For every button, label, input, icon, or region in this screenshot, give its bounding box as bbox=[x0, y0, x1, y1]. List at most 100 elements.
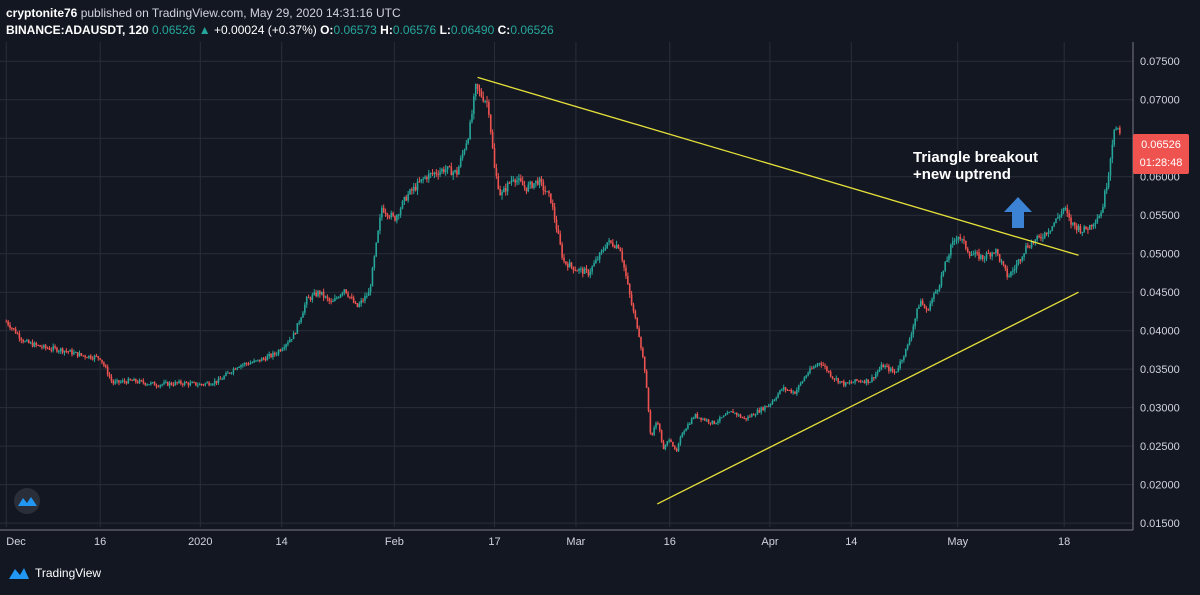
candle-body bbox=[572, 266, 575, 271]
candle-body bbox=[373, 256, 376, 268]
footer-brand[interactable]: TradingView bbox=[8, 564, 101, 582]
candle-body bbox=[854, 379, 856, 383]
candle-body bbox=[264, 358, 267, 361]
candle-body bbox=[78, 353, 81, 357]
candle-body bbox=[1034, 239, 1037, 243]
candle-body bbox=[461, 153, 464, 158]
symbol-label[interactable]: BINANCE:ADAUSDT, 120 bbox=[6, 23, 149, 37]
tv-logo-badge-icon bbox=[18, 497, 37, 506]
candle-body bbox=[441, 169, 443, 172]
up-arrow-icon bbox=[1004, 197, 1032, 228]
candle-body bbox=[683, 431, 685, 434]
candle-body bbox=[903, 356, 905, 360]
candle-body bbox=[95, 355, 98, 357]
candle-body bbox=[942, 270, 945, 276]
candle-body bbox=[452, 171, 454, 176]
candle-body bbox=[14, 328, 17, 334]
change-up-icon: ▲ bbox=[198, 23, 211, 37]
candle-body bbox=[405, 196, 408, 201]
candle-body bbox=[420, 179, 423, 182]
candle-body bbox=[542, 182, 545, 191]
candle-body bbox=[273, 352, 276, 355]
candle-body bbox=[58, 350, 60, 352]
candle-body bbox=[773, 399, 776, 402]
candle-body bbox=[929, 303, 931, 311]
candle-body bbox=[43, 345, 45, 348]
candle-body bbox=[289, 339, 291, 343]
candle-body bbox=[760, 407, 762, 413]
candle-body bbox=[1098, 216, 1100, 219]
candle-body bbox=[503, 188, 505, 193]
candle-body bbox=[129, 378, 132, 381]
candle-body bbox=[968, 252, 971, 256]
price-tick-label: 0.03500 bbox=[1140, 364, 1180, 376]
candle-body bbox=[1104, 190, 1106, 207]
time-axis[interactable]: Dec 16 2020 14 Feb 17 Mar 16 Apr 14 May 18 bbox=[0, 529, 1133, 548]
candle-body bbox=[294, 333, 297, 335]
candle-body bbox=[707, 419, 710, 423]
candle-body bbox=[987, 252, 990, 254]
candle-body bbox=[197, 385, 199, 387]
candle-body bbox=[880, 364, 883, 370]
candle-body bbox=[653, 427, 655, 435]
candle-body bbox=[50, 349, 53, 351]
candle-body bbox=[332, 301, 334, 303]
candle-body bbox=[963, 239, 965, 241]
candle-body bbox=[170, 382, 173, 385]
candle-body bbox=[720, 417, 723, 419]
candle-body bbox=[29, 342, 32, 344]
candle-body bbox=[73, 352, 75, 355]
candle-body bbox=[805, 375, 808, 378]
candle-body bbox=[743, 417, 746, 419]
candle-body bbox=[690, 418, 693, 425]
candle-body bbox=[24, 341, 26, 343]
candle-body bbox=[225, 372, 227, 377]
time-tick-label: 16 bbox=[94, 536, 106, 548]
candle-body bbox=[878, 369, 881, 372]
candle-body bbox=[531, 181, 533, 188]
time-tick-label: 18 bbox=[1058, 536, 1070, 548]
candle-body bbox=[1066, 208, 1069, 214]
candle-body bbox=[120, 381, 122, 383]
candle-body bbox=[595, 259, 597, 264]
candle-body bbox=[704, 418, 706, 421]
candle-body bbox=[1073, 222, 1076, 226]
candle-body bbox=[550, 193, 552, 203]
candle-body bbox=[792, 391, 794, 393]
candle-body bbox=[1096, 218, 1099, 223]
candle-body bbox=[1089, 225, 1091, 230]
candle-body bbox=[666, 441, 669, 446]
candle-body bbox=[195, 382, 197, 386]
candle-body bbox=[835, 378, 838, 380]
candle-body bbox=[352, 297, 355, 303]
lower-trendline bbox=[656, 291, 1079, 505]
ohlc-line: BINANCE:ADAUSDT, 120 0.06526 ▲ +0.00024 … bbox=[6, 22, 554, 39]
author-name[interactable]: cryptonite76 bbox=[6, 6, 78, 20]
candle-body bbox=[670, 439, 672, 442]
candle-body bbox=[1092, 224, 1095, 227]
candle-body bbox=[9, 324, 11, 328]
candle-body bbox=[495, 167, 498, 177]
candle-body bbox=[272, 352, 274, 357]
candle-body bbox=[200, 384, 203, 386]
candle-body bbox=[18, 333, 21, 339]
candle-body bbox=[227, 372, 229, 374]
candle-body bbox=[764, 406, 766, 411]
candle-body bbox=[384, 212, 387, 214]
candle-body bbox=[328, 298, 331, 302]
candle-body bbox=[1042, 237, 1044, 239]
candle-body bbox=[1090, 225, 1093, 227]
candle-body bbox=[399, 208, 402, 215]
price-axis[interactable]: 0.01500 0.02000 0.02500 0.03000 0.03500 0.040… bbox=[1132, 42, 1180, 530]
candle-body bbox=[651, 432, 654, 435]
candle-body bbox=[427, 173, 430, 180]
candle-body bbox=[183, 382, 186, 385]
candle-body bbox=[816, 363, 819, 366]
candle-body bbox=[232, 368, 235, 373]
tv-logo-badge[interactable] bbox=[14, 488, 40, 514]
candle-body bbox=[735, 412, 738, 416]
time-tick-label: Dec bbox=[6, 536, 26, 548]
candle-body bbox=[966, 248, 969, 253]
